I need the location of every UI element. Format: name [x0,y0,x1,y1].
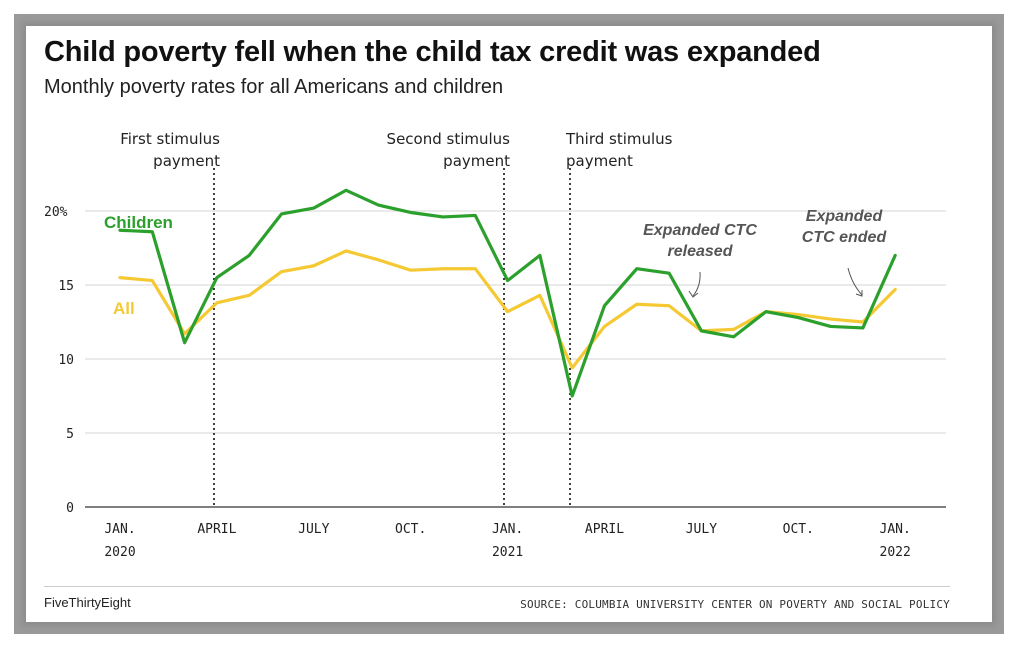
y-tick-label: 5 [66,427,74,442]
x-tick-label: APRIL [197,522,236,537]
annotation-ctc-released-line2: released [668,243,734,260]
chart-subtitle: Monthly poverty rates for all Americans … [44,76,504,98]
annotations: Expanded CTC released Expanded CTC ended [643,208,888,298]
event-markers: First stimulus payment Second stimulus paym… [120,130,673,507]
footer-divider [44,586,950,587]
series-line-all [118,249,897,370]
series-labels: Children All [104,213,173,318]
y-tick-label: 15 [58,279,74,294]
event-label-line2: payment [566,152,633,170]
annotation-ctc-ended: Expanded [806,208,884,225]
event-label: Second stimulus [387,130,511,148]
series-lines [118,188,897,398]
series-label-children: Children [104,213,173,232]
source-label: SOURCE: COLUMBIA UNIVERSITY CENTER ON PO… [520,598,950,611]
series-label-all: All [113,299,135,318]
event-label: First stimulus [120,130,220,148]
x-tick-label: JAN. [104,522,135,537]
y-tick-label: 20% [44,205,68,220]
event-label-line2: payment [153,152,220,170]
chart-card [26,26,992,622]
x-tick-label: APRIL [585,522,624,537]
annotation-arrow [692,271,701,297]
x-tick-label: OCT. [395,522,426,537]
y-tick-label: 10 [58,353,74,368]
annotation-arrow [847,267,863,296]
series-line-children [118,188,897,398]
y-axis-ticks: 0 5 10 15 20% [44,205,74,516]
x-tick-year: 2022 [880,545,911,560]
x-tick-label: JULY [298,522,329,537]
event-label: Third stimulus [565,130,673,148]
x-tick-label: JULY [686,522,717,537]
x-tick-year: 2020 [104,545,135,560]
x-tick-year: 2021 [492,545,523,560]
chart-title: Child poverty fell when the child tax cr… [44,36,821,68]
y-tick-label: 0 [66,501,74,516]
x-tick-label: OCT. [783,522,814,537]
brand-label: FiveThirtyEight [44,595,131,610]
annotation-ctc-ended-line2: CTC ended [802,229,888,246]
x-axis-ticks: JAN. 2020 APRIL JULY OCT. JAN. 2021 APRIL JULY OC… [104,522,911,560]
grid-lines [85,210,946,508]
annotation-ctc-released: Expanded CTC [643,222,757,239]
annotation-arrow-head [855,290,863,297]
x-tick-label: JAN. [492,522,523,537]
event-label-line2: payment [443,152,510,170]
annotation-arrow-head [688,290,699,298]
x-tick-label: JAN. [880,522,911,537]
